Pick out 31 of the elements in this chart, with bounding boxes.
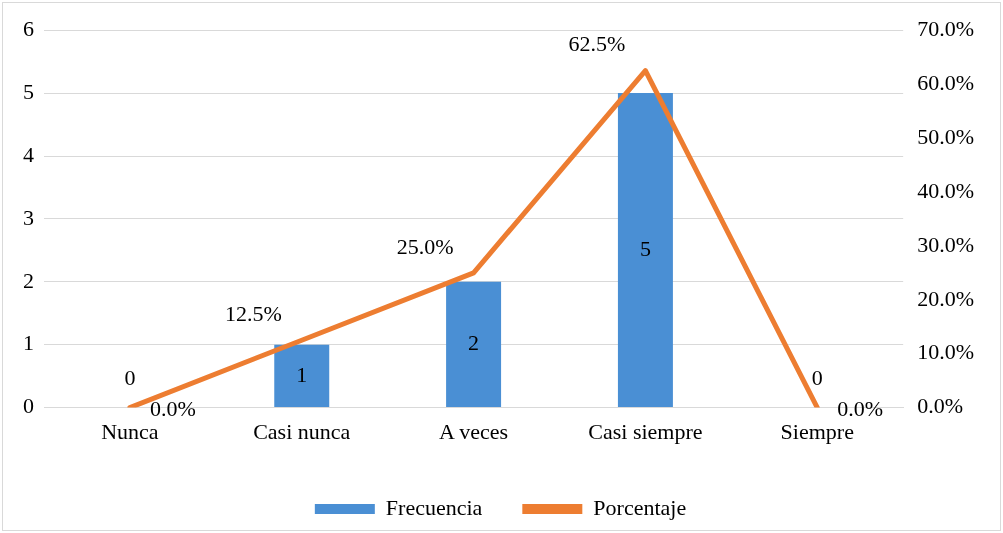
data-label: 0 (124, 365, 136, 391)
y-tick-label: 5 (23, 78, 34, 104)
y2-tick-label: 60.0% (917, 69, 974, 95)
data-label: 62.5% (568, 31, 626, 57)
y2-tick-label: 50.0% (917, 123, 974, 149)
y-tick-label: 1 (23, 330, 34, 356)
x-tick-label: Casi siempre (588, 418, 703, 444)
y2-tick-label: 20.0% (917, 285, 974, 311)
data-label: 25.0% (396, 233, 454, 259)
x-tick-label: Casi nunca (253, 418, 351, 444)
y2-tick-label: 40.0% (917, 177, 974, 203)
x-tick-label: A veces (439, 418, 509, 444)
data-label: 12.5% (224, 300, 282, 326)
bar (617, 93, 673, 408)
y-tick-label: 4 (23, 141, 34, 167)
y2-tick-label: 70.0% (917, 15, 974, 41)
data-label: 5 (639, 235, 651, 261)
y2-tick-label: 10.0% (917, 339, 974, 365)
data-label: 2 (468, 330, 480, 356)
legend-label: Frecuencia (385, 494, 483, 520)
y-tick-label: 3 (23, 204, 34, 230)
data-label: 1 (296, 361, 308, 387)
y2-tick-label: 30.0% (917, 231, 974, 257)
y-tick-label: 0 (23, 393, 34, 419)
y2-tick-label: 0.0% (917, 393, 963, 419)
data-label: 0 (811, 365, 823, 391)
bar (446, 281, 502, 408)
bar (274, 344, 330, 408)
y-tick-label: 2 (23, 267, 34, 293)
legend-label: Porcentaje (593, 494, 687, 520)
y-tick-label: 6 (23, 15, 34, 41)
